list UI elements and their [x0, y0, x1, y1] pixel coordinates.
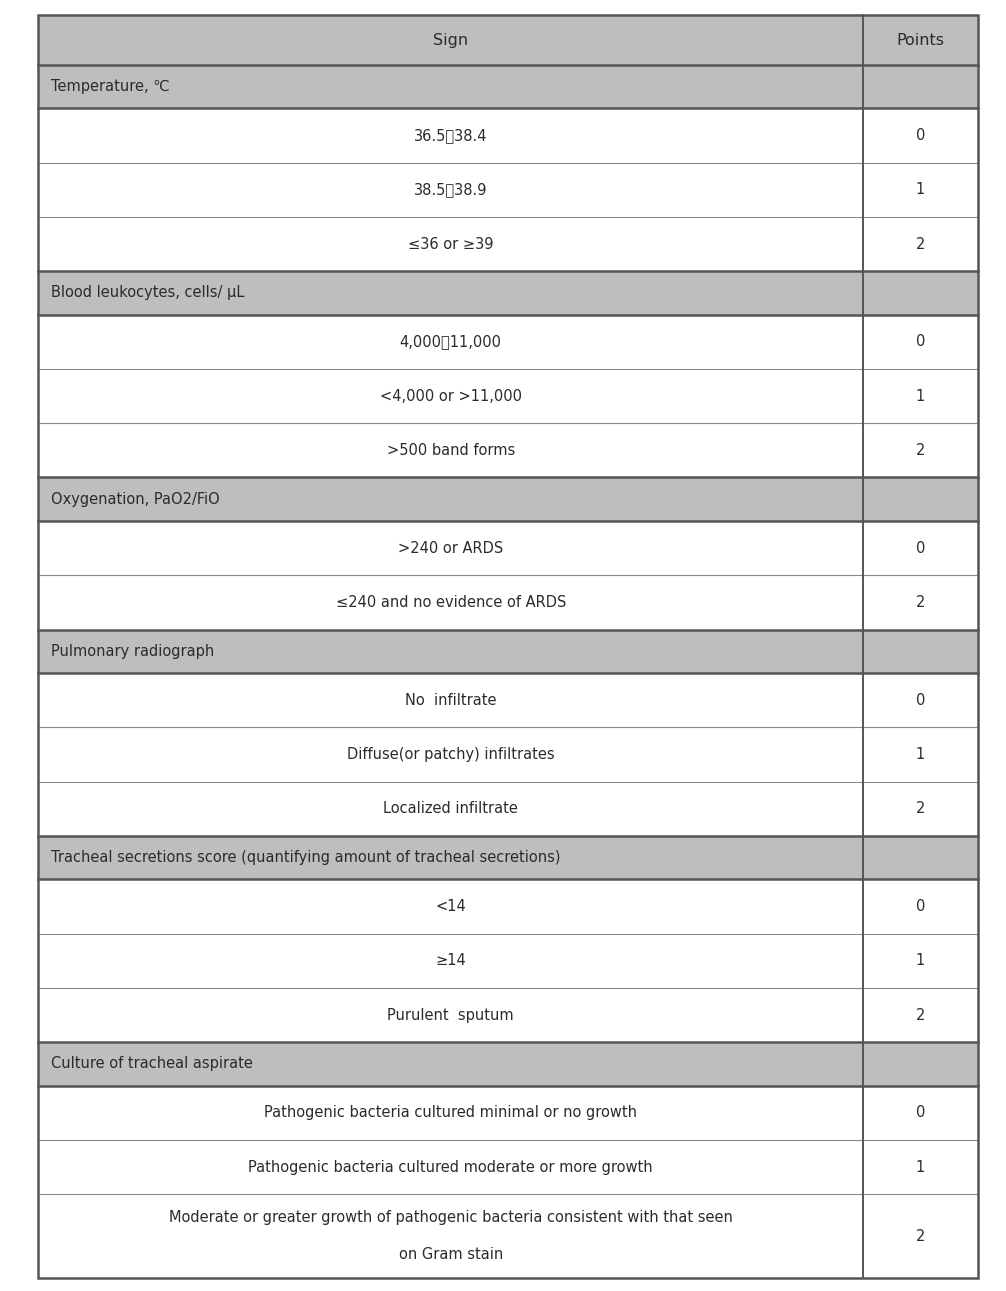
Bar	[863, 315, 978, 369]
Bar	[38, 576, 863, 630]
Bar	[863, 522, 978, 576]
Bar	[38, 630, 863, 673]
Text: >240 or ARDS: >240 or ARDS	[398, 541, 503, 555]
Text: 1: 1	[915, 182, 926, 198]
Bar	[38, 423, 863, 478]
Bar	[38, 673, 863, 727]
Bar	[863, 781, 978, 835]
Bar	[38, 522, 863, 576]
Bar	[38, 781, 863, 835]
Bar	[863, 108, 978, 163]
Text: ≤240 and no evidence of ARDS: ≤240 and no evidence of ARDS	[335, 595, 566, 609]
Text: No  infiltrate: No infiltrate	[405, 692, 496, 707]
Text: Tracheal secretions score (quantifying amount of tracheal secretions): Tracheal secretions score (quantifying a…	[51, 849, 560, 865]
Bar	[38, 1194, 863, 1278]
Bar	[863, 1086, 978, 1140]
Text: 2: 2	[915, 802, 926, 816]
Text: 2: 2	[915, 236, 926, 252]
Bar	[863, 1194, 978, 1278]
Bar	[863, 478, 978, 522]
Text: 0: 0	[915, 1105, 926, 1121]
Text: on Gram stain: on Gram stain	[398, 1247, 503, 1263]
Bar	[863, 727, 978, 781]
Bar	[38, 988, 863, 1042]
Bar	[38, 1042, 863, 1086]
Bar	[38, 108, 863, 163]
Text: 2: 2	[915, 1229, 926, 1243]
Bar	[863, 576, 978, 630]
Text: 4,000～11,000: 4,000～11,000	[399, 334, 502, 350]
Text: <14: <14	[436, 899, 466, 914]
Text: Culture of tracheal aspirate: Culture of tracheal aspirate	[51, 1056, 254, 1072]
Bar	[38, 65, 863, 108]
Text: Sign: Sign	[434, 32, 468, 48]
Bar	[863, 988, 978, 1042]
Bar	[863, 15, 978, 65]
Text: Localized infiltrate: Localized infiltrate	[383, 802, 518, 816]
Bar	[863, 423, 978, 478]
Bar	[38, 1086, 863, 1140]
Bar	[38, 315, 863, 369]
Bar	[863, 65, 978, 108]
Bar	[863, 271, 978, 315]
Bar	[863, 933, 978, 988]
Text: Blood leukocytes, cells/ μL: Blood leukocytes, cells/ μL	[51, 285, 244, 301]
Text: Points: Points	[896, 32, 945, 48]
Bar	[863, 1042, 978, 1086]
Bar	[38, 727, 863, 781]
Text: 0: 0	[915, 128, 926, 143]
Bar	[38, 271, 863, 315]
Text: Diffuse(or patchy) infiltrates: Diffuse(or patchy) infiltrates	[347, 747, 554, 762]
Bar	[863, 217, 978, 271]
Bar	[38, 933, 863, 988]
Text: Oxygenation, PaO2/FiO: Oxygenation, PaO2/FiO	[51, 492, 220, 506]
Text: ≥14: ≥14	[436, 953, 466, 968]
Text: ≤36 or ≥39: ≤36 or ≥39	[408, 236, 493, 252]
Bar	[863, 879, 978, 933]
Text: Temperature, ℃: Temperature, ℃	[51, 79, 170, 94]
Text: Pulmonary radiograph: Pulmonary radiograph	[51, 644, 214, 658]
Bar	[38, 478, 863, 522]
Bar	[38, 369, 863, 423]
Text: >500 band forms: >500 band forms	[386, 443, 515, 458]
Bar	[863, 163, 978, 217]
Text: Pathogenic bacteria cultured moderate or more growth: Pathogenic bacteria cultured moderate or…	[248, 1159, 653, 1175]
Text: Moderate or greater growth of pathogenic bacteria consistent with that seen: Moderate or greater growth of pathogenic…	[169, 1210, 732, 1225]
Bar	[863, 369, 978, 423]
Bar	[863, 673, 978, 727]
Bar	[863, 835, 978, 879]
Text: 2: 2	[915, 1007, 926, 1022]
Text: 2: 2	[915, 443, 926, 458]
Text: 1: 1	[915, 389, 926, 404]
Text: <4,000 or >11,000: <4,000 or >11,000	[379, 389, 522, 404]
Text: 36.5～38.4: 36.5～38.4	[413, 128, 488, 143]
Text: 1: 1	[915, 747, 926, 762]
Text: Pathogenic bacteria cultured minimal or no growth: Pathogenic bacteria cultured minimal or …	[265, 1105, 637, 1121]
Text: 1: 1	[915, 1159, 926, 1175]
Text: 1: 1	[915, 953, 926, 968]
Text: 38.5～38.9: 38.5～38.9	[413, 182, 488, 198]
Text: 0: 0	[915, 692, 926, 707]
Text: 0: 0	[915, 541, 926, 555]
Text: 0: 0	[915, 334, 926, 350]
Text: Purulent  sputum: Purulent sputum	[387, 1007, 514, 1022]
Bar	[38, 1140, 863, 1194]
Bar	[38, 879, 863, 933]
Bar	[38, 15, 863, 65]
Bar	[863, 1140, 978, 1194]
Text: 0: 0	[915, 899, 926, 914]
Bar	[38, 163, 863, 217]
Text: 2: 2	[915, 595, 926, 609]
Bar	[38, 217, 863, 271]
Bar	[863, 630, 978, 673]
Bar	[38, 835, 863, 879]
